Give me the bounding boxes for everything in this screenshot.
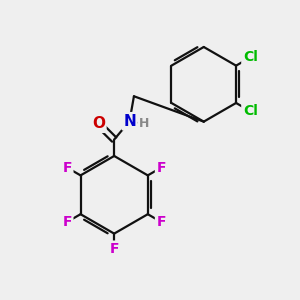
- Text: H: H: [139, 117, 149, 130]
- Text: F: F: [157, 160, 166, 175]
- Text: Cl: Cl: [243, 104, 258, 118]
- Text: Cl: Cl: [243, 50, 258, 64]
- Text: O: O: [92, 116, 105, 131]
- Text: N: N: [123, 114, 136, 129]
- Text: F: F: [62, 215, 72, 229]
- Text: F: F: [157, 215, 166, 229]
- Text: F: F: [110, 242, 119, 256]
- Text: F: F: [62, 160, 72, 175]
